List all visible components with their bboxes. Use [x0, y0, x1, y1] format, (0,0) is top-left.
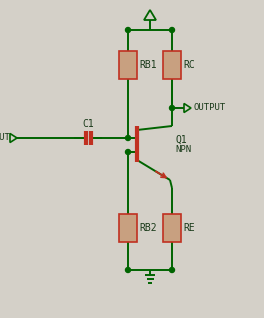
Text: RE: RE: [183, 223, 195, 233]
Circle shape: [169, 106, 175, 110]
Circle shape: [125, 27, 130, 32]
Circle shape: [169, 267, 175, 273]
Text: OUTPUT: OUTPUT: [194, 103, 226, 113]
Text: C1: C1: [82, 119, 94, 129]
Bar: [163, 214, 181, 242]
Bar: [119, 214, 137, 242]
Circle shape: [169, 27, 175, 32]
Text: INPUT: INPUT: [0, 134, 10, 142]
Text: NPN: NPN: [175, 146, 191, 155]
Bar: [119, 51, 137, 79]
Circle shape: [125, 149, 130, 155]
Circle shape: [125, 267, 130, 273]
Text: RB1: RB1: [139, 60, 157, 70]
Bar: [163, 51, 181, 79]
Text: RC: RC: [183, 60, 195, 70]
Circle shape: [125, 135, 130, 141]
Text: Q1: Q1: [175, 135, 187, 145]
Text: RB2: RB2: [139, 223, 157, 233]
